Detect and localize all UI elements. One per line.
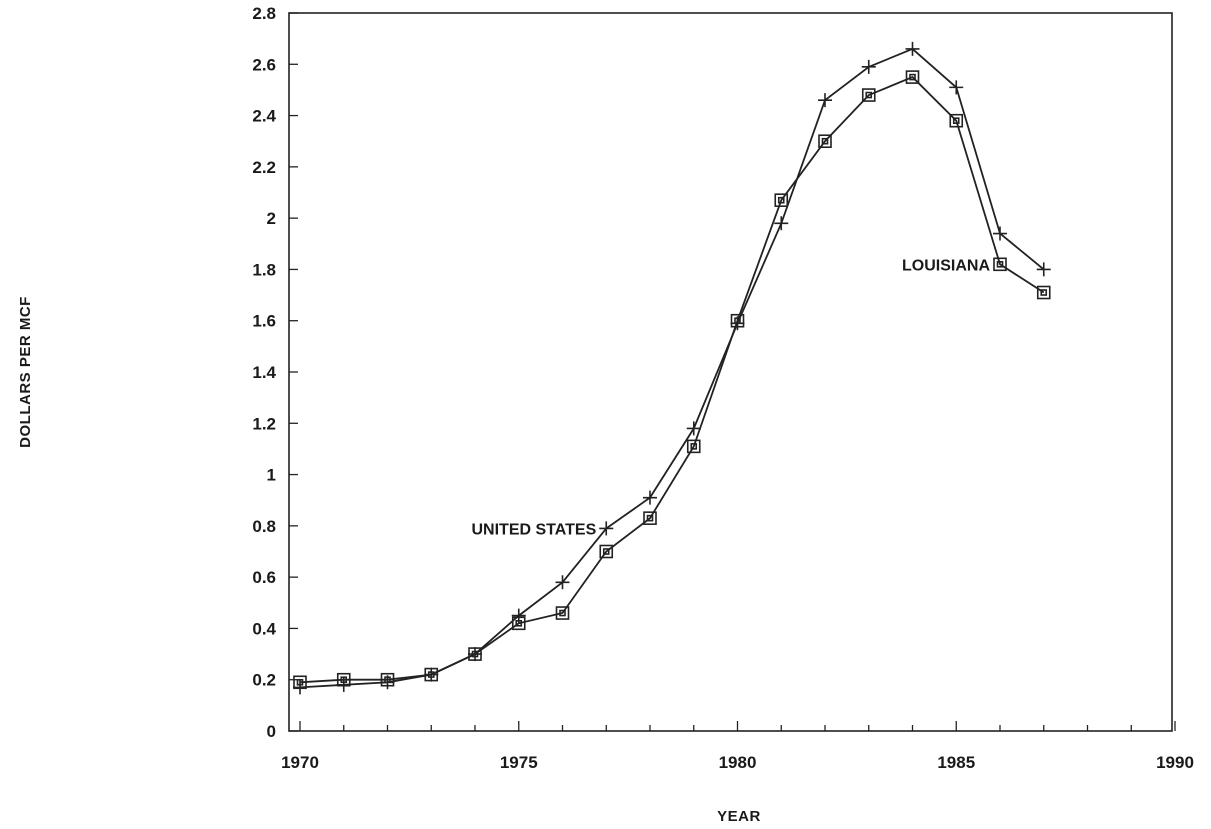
series-annotation: LOUISIANA [902,257,990,274]
data-point-plus [993,226,1007,241]
y-tick-label: 1.6 [252,312,276,331]
series-line [299,47,1045,689]
y-tick-label: 0.6 [252,568,276,587]
y-tick-label: 1.8 [252,260,276,279]
annotation-layer: UNITED STATES LOUISIANA [472,257,991,538]
data-point-plus [555,575,570,590]
data-point-plus [774,216,789,231]
x-tick-label: 1990 [1156,753,1194,772]
data-point-square [380,672,395,687]
x-tick-label: 1985 [937,753,975,772]
y-tick-label: 1 [267,466,276,485]
data-point-plus [599,521,614,536]
data-point-square [818,134,832,149]
data-point-square [336,672,351,687]
series-line [299,76,1045,684]
x-axis-title: YEAR [717,808,761,825]
y-tick-label: 0.4 [252,619,276,638]
data-point-square [511,616,526,631]
data-point-plus [818,93,832,108]
y-tick-label: 2.4 [252,107,276,126]
data-point-plus [905,41,920,56]
y-tick-label: 0.8 [252,517,276,536]
data-point-square [730,313,745,328]
data-point-plus [861,59,876,74]
data-point-square [643,511,657,525]
y-axis-title: DOLLARS PER MCF [17,296,34,448]
data-point-plus [686,421,701,436]
series-louisiana [293,70,1051,690]
x-tick-label: 1980 [719,753,757,772]
data-point-square [468,647,482,661]
y-tick-label: 2.6 [252,55,276,74]
data-point-plus [643,490,657,505]
y-tick-label: 1.2 [252,414,276,433]
y-tick-label: 2.2 [252,158,276,177]
y-tick-label: 1.4 [252,363,276,382]
y-tick-label: 0.2 [252,671,276,690]
series-united-states [293,41,1051,695]
data-point-square [686,439,701,454]
data-point-plus [949,80,964,95]
data-point-plus [293,680,307,695]
x-axis: 1970 1975 1980 1985 1990 [281,721,1194,772]
data-point-square [774,193,789,207]
data-point-square [905,70,920,84]
data-point-square [993,257,1007,272]
x-tick-label: 1970 [281,753,319,772]
plot-frame [288,12,1173,732]
data-point-square [424,667,439,682]
series-layer [293,41,1051,695]
y-tick-label: 2 [267,209,276,228]
y-axis: 0 0.2 0.4 0.6 0.8 1 1.2 1.4 1.6 1.8 2 2.2 2.4 2.6 2.8 [252,4,298,741]
y-tick-label: 0 [267,722,276,741]
data-point-square [599,544,614,559]
data-point-square [293,675,307,690]
data-point-square [949,113,964,128]
series-annotation: UNITED STATES [472,521,597,538]
x-tick-label: 1975 [500,753,538,772]
data-point-plus [1036,262,1051,277]
y-tick-label: 2.8 [252,4,276,23]
data-point-square [555,606,570,620]
data-point-square [1036,285,1051,300]
data-point-square [861,88,876,102]
